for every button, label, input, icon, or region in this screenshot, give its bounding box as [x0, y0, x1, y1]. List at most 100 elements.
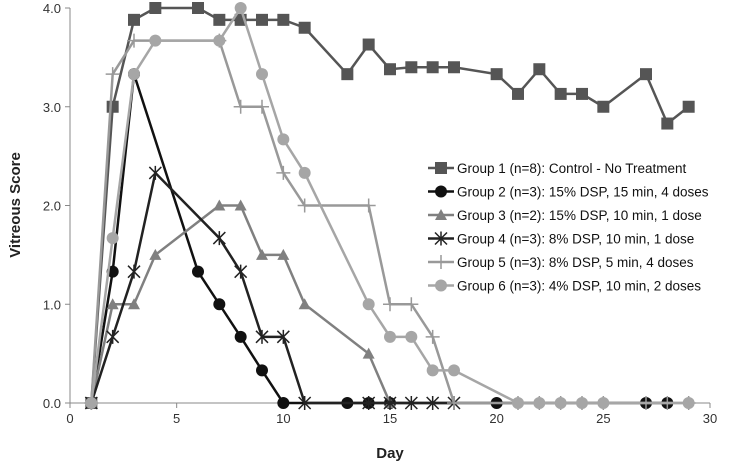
- data-point: [277, 397, 290, 409]
- data-point: [384, 330, 396, 343]
- legend-label: Group 2 (n=3): 15% DSP, 15 min, 4 doses: [457, 185, 709, 200]
- data-point: [383, 396, 397, 410]
- y-tick-label: 3.0: [43, 100, 61, 115]
- data-point: [128, 13, 140, 26]
- x-tick-label: 5: [173, 411, 180, 426]
- data-point: [597, 100, 610, 113]
- data-point: [341, 68, 354, 81]
- series-line: [90, 170, 454, 405]
- data-point: [256, 364, 268, 377]
- data-point: [661, 117, 674, 130]
- data-point: [597, 397, 610, 409]
- data-point: [512, 397, 524, 409]
- legend: Group 1 (n=8): Control - No Treatment Gro…: [428, 161, 709, 294]
- y-axis-label: Vitreous Score: [7, 152, 24, 258]
- data-point: [554, 87, 567, 100]
- data-point: [682, 397, 695, 409]
- data-point: [233, 99, 248, 114]
- legend-label: Group 1 (n=8): Control - No Treatment: [457, 161, 686, 176]
- data-point: [298, 298, 311, 310]
- legend-item: Group 3 (n=2): 15% DSP, 10 min, 1 dose: [428, 208, 702, 223]
- data-point: [192, 265, 204, 278]
- data-point: [426, 396, 440, 410]
- legend-item: Group 2 (n=3): 15% DSP, 15 min, 4 doses: [428, 185, 709, 200]
- data-point: [362, 38, 375, 51]
- data-point: [255, 329, 269, 344]
- data-point: [234, 330, 247, 343]
- data-point: [447, 396, 461, 410]
- data-point: [298, 21, 311, 34]
- data-point: [448, 61, 460, 74]
- legend-marker: [435, 162, 447, 174]
- data-point: [682, 100, 695, 113]
- y-tick-label: 0.0: [43, 396, 61, 411]
- legend-marker: [434, 255, 448, 269]
- data-point: [149, 34, 162, 47]
- data-point: [256, 13, 268, 26]
- data-point: [148, 165, 162, 180]
- series-4: [84, 165, 461, 410]
- legend-label: Group 6 (n=3): 4% DSP, 10 min, 2 doses: [457, 279, 701, 294]
- legend-item: Group 4 (n=3): 8% DSP, 10 min, 1 dose: [428, 231, 694, 247]
- data-point: [383, 297, 397, 312]
- legend-marker: [434, 231, 448, 246]
- x-tick-label: 25: [596, 411, 610, 426]
- data-point: [106, 329, 120, 344]
- legend-label: Group 5 (n=3): 8% DSP, 5 min, 4 doses: [457, 255, 694, 270]
- data-point: [105, 67, 120, 82]
- legend-marker: [435, 209, 447, 220]
- data-point: [276, 165, 291, 180]
- y-tick-label: 2.0: [43, 199, 61, 214]
- data-point: [512, 87, 524, 100]
- x-tick-label: 15: [383, 411, 397, 426]
- data-point: [256, 68, 268, 81]
- data-point: [234, 2, 247, 14]
- data-point: [277, 13, 290, 26]
- series-6: [85, 2, 695, 409]
- data-point: [213, 298, 226, 311]
- data-point: [106, 298, 119, 310]
- series-layer: [84, 2, 696, 410]
- data-point: [298, 396, 312, 410]
- data-point: [128, 68, 140, 81]
- data-point: [405, 61, 418, 74]
- data-point: [426, 364, 439, 377]
- data-point: [384, 63, 396, 76]
- data-point: [127, 33, 141, 48]
- data-point: [277, 133, 290, 146]
- data-point: [149, 2, 162, 14]
- x-tick-label: 0: [66, 411, 73, 426]
- data-point: [362, 298, 375, 311]
- data-point: [106, 232, 119, 245]
- data-point: [576, 87, 588, 100]
- data-point: [212, 231, 226, 246]
- data-point: [448, 364, 460, 377]
- data-point: [298, 166, 311, 179]
- data-point: [426, 61, 439, 74]
- y-tick-label: 4.0: [43, 1, 61, 16]
- data-point: [297, 198, 312, 213]
- data-point: [213, 34, 226, 47]
- data-point: [576, 397, 588, 409]
- data-point: [404, 396, 418, 410]
- legend-item: Group 1 (n=8): Control - No Treatment: [428, 161, 686, 176]
- data-point: [425, 329, 440, 344]
- data-point: [277, 248, 290, 260]
- data-point: [149, 248, 162, 260]
- legend-marker: [435, 279, 447, 292]
- data-point: [234, 199, 247, 211]
- x-tick-label: 20: [489, 411, 503, 426]
- data-point: [533, 397, 546, 409]
- data-point: [533, 63, 546, 76]
- x-tick-label: 30: [703, 411, 717, 426]
- legend-marker: [435, 185, 447, 198]
- data-point: [234, 264, 248, 279]
- legend-label: Group 3 (n=2): 15% DSP, 10 min, 1 dose: [457, 208, 702, 223]
- data-point: [85, 397, 98, 409]
- data-point: [255, 99, 269, 114]
- legend-label: Group 4 (n=3): 8% DSP, 10 min, 1 dose: [457, 232, 694, 247]
- data-point: [404, 297, 419, 312]
- data-point: [554, 397, 567, 409]
- data-point: [127, 264, 141, 279]
- data-point: [640, 68, 652, 81]
